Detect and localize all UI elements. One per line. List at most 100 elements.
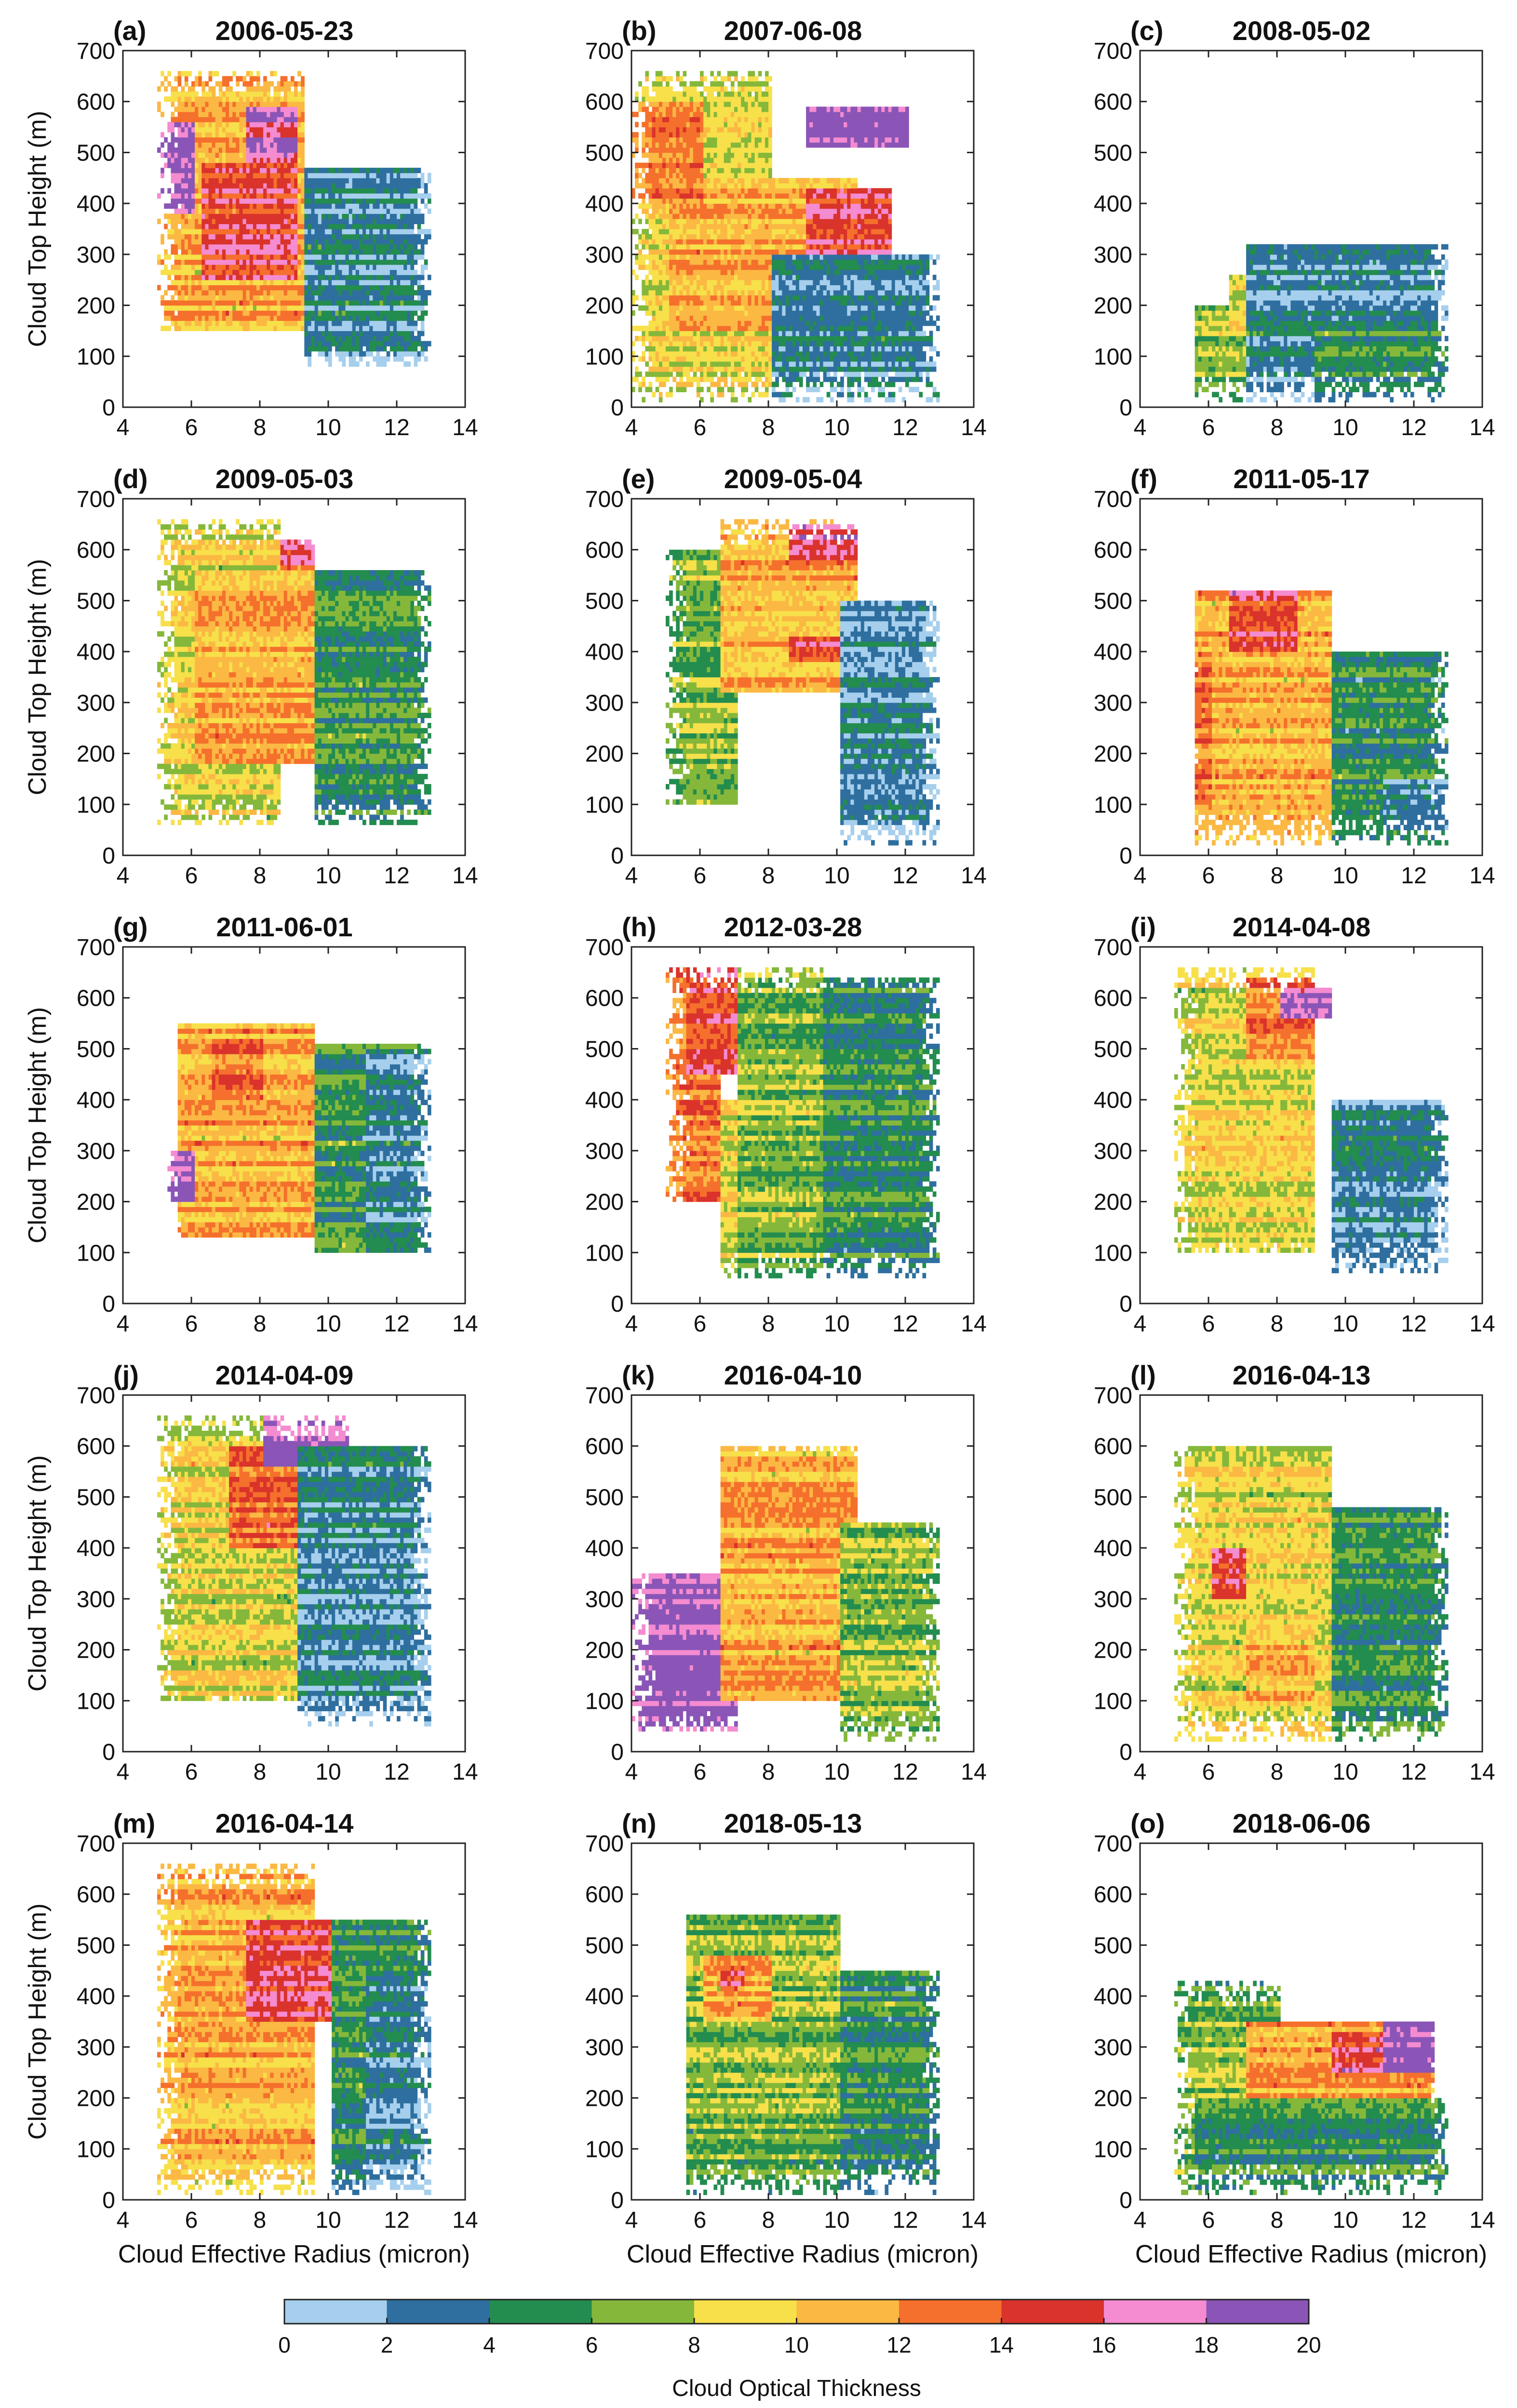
heatmap-cell xyxy=(236,162,240,168)
heatmap-cell xyxy=(683,269,687,275)
heatmap-cell xyxy=(324,279,329,285)
heatmap-cell xyxy=(287,81,291,87)
heatmap-cell xyxy=(195,234,199,239)
heatmap-cell xyxy=(239,152,243,158)
heatmap-cell xyxy=(304,168,308,173)
heatmap-cell xyxy=(301,300,305,306)
heatmap-cell xyxy=(417,351,421,357)
heatmap-cell xyxy=(191,259,195,265)
heatmap-cell xyxy=(679,305,684,311)
heatmap-cell xyxy=(184,198,188,204)
heatmap-cell xyxy=(669,265,673,270)
heatmap-cell xyxy=(734,305,738,311)
heatmap-cell xyxy=(311,315,315,321)
heatmap-cell xyxy=(703,96,707,102)
heatmap-cell xyxy=(267,117,270,122)
heatmap-cell xyxy=(277,254,281,260)
heatmap-cell xyxy=(304,229,308,235)
heatmap-cell xyxy=(253,132,257,138)
heatmap-cell xyxy=(212,254,216,260)
heatmap-cell xyxy=(280,213,284,219)
heatmap-cell xyxy=(314,310,319,316)
heatmap-cell xyxy=(335,265,339,270)
heatmap-cell xyxy=(297,91,301,97)
heatmap-cell xyxy=(703,244,707,250)
heatmap-cell xyxy=(359,213,363,219)
heatmap-cell xyxy=(730,275,735,280)
heatmap-cell xyxy=(686,382,690,387)
heatmap-cell xyxy=(652,188,656,194)
heatmap-cell xyxy=(290,208,295,214)
heatmap-cell xyxy=(297,162,301,168)
heatmap-cell xyxy=(352,361,356,367)
heatmap-cell xyxy=(171,234,175,239)
heatmap-cell xyxy=(260,142,264,148)
heatmap-cell xyxy=(260,300,264,306)
heatmap-cell xyxy=(720,81,725,87)
heatmap-cell xyxy=(730,351,735,357)
heatmap-cell xyxy=(191,86,195,92)
heatmap-cell xyxy=(321,198,325,204)
heatmap-cell xyxy=(304,178,308,184)
heatmap-cell xyxy=(201,137,205,143)
heatmap-cell xyxy=(324,183,329,189)
heatmap-cell xyxy=(229,193,233,199)
heatmap-cell xyxy=(693,111,697,118)
heatmap-cell xyxy=(672,193,676,199)
heatmap-cell xyxy=(249,315,254,321)
heatmap-cell xyxy=(215,213,219,219)
heatmap-cell xyxy=(181,188,185,194)
heatmap-cell xyxy=(222,218,226,225)
heatmap-cell xyxy=(648,254,653,260)
heatmap-cell xyxy=(710,81,714,87)
heatmap-cell xyxy=(236,91,240,97)
heatmap-cell xyxy=(188,142,192,148)
heatmap-cell xyxy=(229,315,233,321)
heatmap-cell xyxy=(335,203,339,209)
heatmap-cell xyxy=(177,127,182,133)
heatmap-cell xyxy=(345,188,349,194)
heatmap-cell xyxy=(188,96,192,102)
heatmap-cell xyxy=(658,234,663,239)
heatmap-cell xyxy=(201,132,205,138)
heatmap-cell xyxy=(642,96,645,102)
heatmap-cell xyxy=(724,300,728,306)
heatmap-cell xyxy=(267,142,270,148)
heatmap-cell xyxy=(707,305,711,311)
heatmap-cell xyxy=(710,173,714,178)
heatmap-cell xyxy=(717,382,721,387)
heatmap-cell xyxy=(188,178,192,184)
x-tick-label: 4 xyxy=(117,415,130,440)
heatmap-cell xyxy=(393,249,397,255)
heatmap-cell xyxy=(260,117,264,122)
heatmap-cell xyxy=(352,305,356,311)
heatmap-cell xyxy=(669,91,673,97)
heatmap-cell xyxy=(652,96,656,102)
heatmap-cell xyxy=(297,305,301,311)
heatmap-cell xyxy=(679,173,684,178)
heatmap-cell xyxy=(724,279,728,285)
heatmap-cell xyxy=(205,173,209,178)
heatmap-cell xyxy=(686,269,690,275)
heatmap-cell xyxy=(280,244,284,250)
heatmap-cell xyxy=(239,279,243,285)
heatmap-cell xyxy=(710,315,714,321)
heatmap-cell xyxy=(386,290,390,296)
heatmap-cell xyxy=(218,203,223,209)
heatmap-cell xyxy=(720,366,725,372)
heatmap-cell xyxy=(403,336,407,342)
heatmap-cell xyxy=(724,285,728,291)
heatmap-cell xyxy=(376,254,380,260)
heatmap-cell xyxy=(208,239,213,245)
heatmap-cell xyxy=(256,117,260,122)
heatmap-cell xyxy=(713,336,718,342)
heatmap-cell xyxy=(338,275,342,280)
heatmap-cell xyxy=(335,198,339,204)
heatmap-cell xyxy=(195,279,199,285)
heatmap-cell xyxy=(362,234,366,239)
heatmap-cell xyxy=(177,158,182,163)
heatmap-cell xyxy=(308,208,312,214)
heatmap-cell xyxy=(201,224,205,229)
heatmap-cell xyxy=(655,269,659,275)
heatmap-cell xyxy=(669,188,673,194)
